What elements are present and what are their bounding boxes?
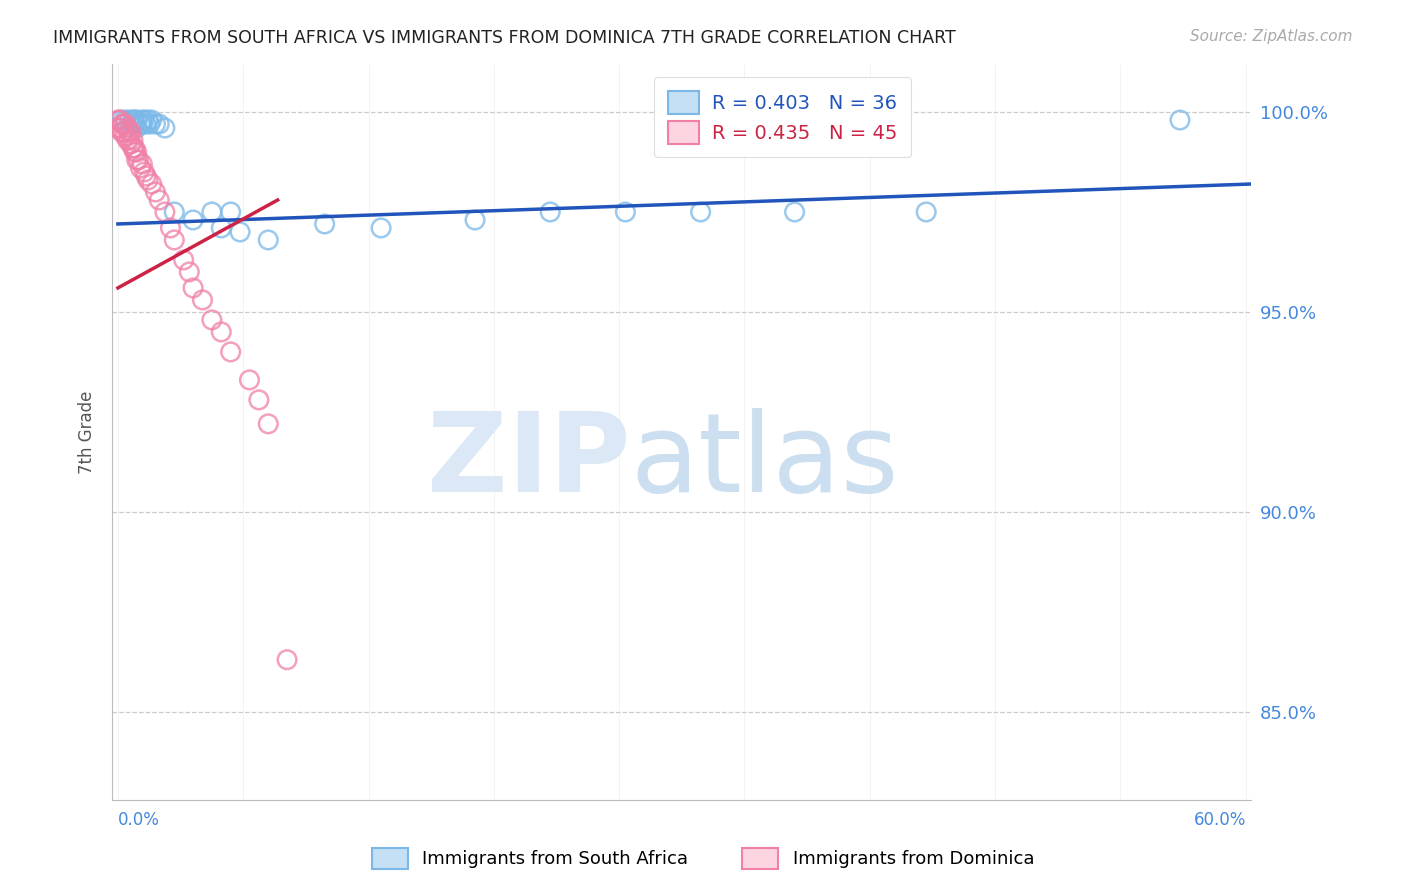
Point [314,217,336,231]
Point [111,113,134,128]
Point [108,121,131,136]
Point [136,173,159,187]
Point [122,113,145,128]
Text: ZIP: ZIP [427,408,630,515]
Legend: R = 0.403   N = 36, R = 0.435   N = 45: R = 0.403 N = 36, R = 0.435 N = 45 [654,78,911,157]
Point [131,117,153,131]
Point [117,133,139,147]
Point [125,145,148,159]
Point [201,313,224,327]
Point [159,221,181,235]
Point [131,157,153,171]
Text: 60.0%: 60.0% [1194,811,1246,829]
Point [219,205,242,219]
Point [257,233,280,247]
Point [141,177,163,191]
Point [153,205,176,219]
Point [145,185,167,199]
Point [114,117,136,131]
Point [276,653,298,667]
Point [1168,113,1191,128]
Point [120,117,142,131]
Point [209,221,232,235]
Point [112,125,135,139]
Point [122,133,145,147]
Point [783,205,806,219]
Point [111,117,134,131]
Point [118,125,141,139]
Point [117,121,139,136]
Point [134,165,156,179]
Point [139,117,162,131]
Point [112,117,135,131]
Point [129,117,152,131]
Point [131,113,153,128]
Text: 0.0%: 0.0% [118,811,160,829]
Point [538,205,561,219]
Point [124,113,146,128]
Point [464,213,486,227]
Point [173,252,195,267]
Point [257,417,280,431]
Point [108,113,131,128]
Point [120,136,142,151]
Point [107,121,129,136]
Point [118,113,141,128]
Y-axis label: 7th Grade: 7th Grade [79,390,96,474]
Point [153,121,176,136]
Point [124,117,146,131]
Point [135,117,157,131]
Point [125,121,148,136]
Point [136,113,159,128]
Point [191,293,214,307]
Point [219,345,242,359]
Point [229,225,252,239]
Point [141,113,163,128]
Text: IMMIGRANTS FROM SOUTH AFRICA VS IMMIGRANTS FROM DOMINICA 7TH GRADE CORRELATION C: IMMIGRANTS FROM SOUTH AFRICA VS IMMIGRAN… [53,29,956,46]
Point [370,221,392,235]
Point [125,153,148,167]
Point [209,325,232,339]
Point [122,141,145,155]
Point [181,281,204,295]
Point [201,205,224,219]
Point [689,205,711,219]
Legend: Immigrants from South Africa, Immigrants from Dominica: Immigrants from South Africa, Immigrants… [364,840,1042,876]
Point [129,161,152,175]
Point [238,373,260,387]
Point [148,117,170,131]
Text: atlas: atlas [630,408,898,515]
Point [128,153,150,167]
Point [163,205,186,219]
Point [120,125,142,139]
Point [135,169,157,183]
Point [915,205,938,219]
Point [247,392,270,407]
Point [111,125,134,139]
Point [124,145,146,159]
Point [134,113,156,128]
Point [148,193,170,207]
Point [125,113,148,128]
Point [124,141,146,155]
Point [114,128,136,143]
Point [114,113,136,128]
Point [107,113,129,128]
Point [179,265,201,279]
Point [118,133,141,147]
Point [181,213,204,227]
Text: Source: ZipAtlas.com: Source: ZipAtlas.com [1189,29,1353,44]
Point [614,205,637,219]
Point [145,117,167,131]
Point [163,233,186,247]
